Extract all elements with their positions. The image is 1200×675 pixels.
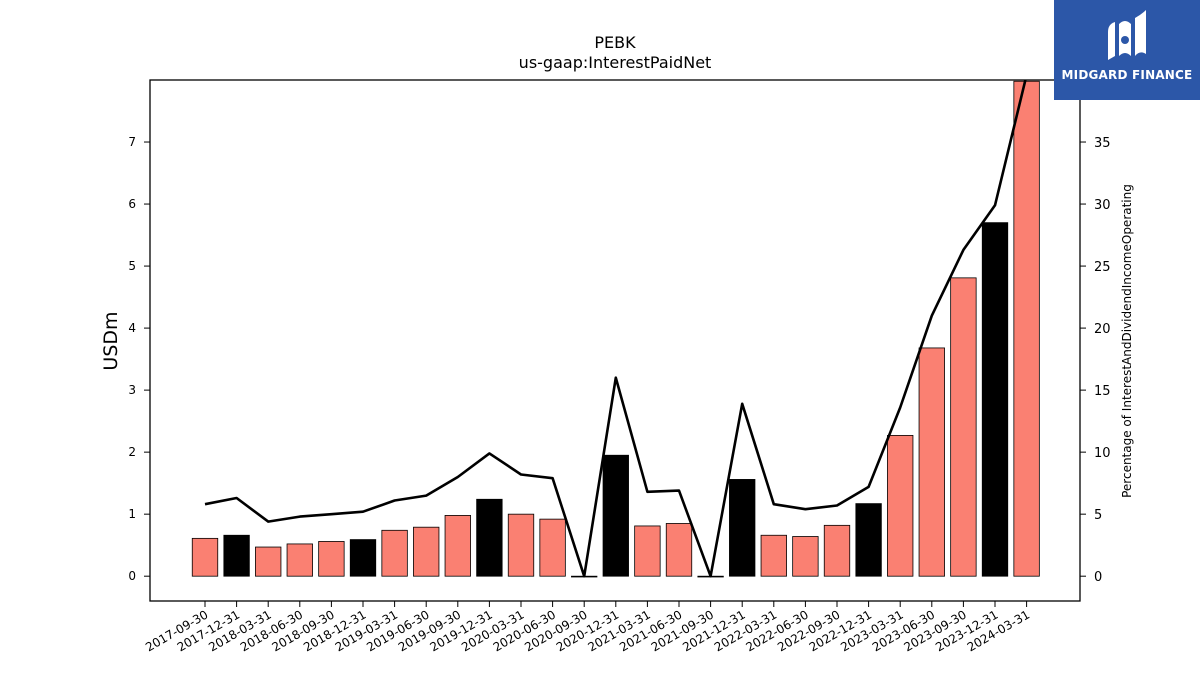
y2-tick-label: 15 bbox=[1094, 384, 1111, 399]
bar-2022-06-30 bbox=[792, 536, 819, 577]
plot-frame bbox=[149, 79, 1081, 602]
y2-tick-label: 25 bbox=[1094, 260, 1111, 275]
bar-2021-06-30 bbox=[665, 523, 693, 577]
chart-subtitle: us-gaap:InterestPaidNet bbox=[519, 53, 712, 72]
bar-2020-03-31 bbox=[507, 513, 535, 577]
y2-tick-label: 5 bbox=[1094, 508, 1102, 523]
brand-logo: MIDGARD FINANCE bbox=[1054, 0, 1200, 100]
bar-2023-09-30 bbox=[950, 277, 977, 577]
bar-2022-09-30 bbox=[823, 524, 851, 577]
bar-2019-09-30 bbox=[444, 515, 471, 577]
bar-2018-09-30 bbox=[318, 541, 345, 577]
y2-tick-label: 0 bbox=[1094, 570, 1102, 585]
y-tick-label: 6 bbox=[128, 197, 136, 211]
bar-2022-03-31 bbox=[760, 534, 787, 577]
midgard-logo-icon bbox=[1108, 10, 1146, 60]
y2-axis-label: Percentage of InterestAndDividendIncomeO… bbox=[1120, 184, 1134, 498]
bar-2020-12-31 bbox=[602, 454, 629, 577]
bar-2017-09-30 bbox=[191, 537, 219, 577]
bar-2018-06-30 bbox=[286, 543, 313, 577]
left-axis-ticks: 0 1 2 3 4 5 6 7 bbox=[128, 135, 150, 583]
chart-title: PEBK bbox=[594, 33, 636, 52]
y2-tick-label: 30 bbox=[1094, 198, 1111, 213]
bar-2023-03-31 bbox=[887, 434, 914, 577]
y-tick-label: 3 bbox=[128, 383, 136, 397]
y-tick-label: 1 bbox=[128, 507, 136, 521]
bar-2022-12-31 bbox=[855, 503, 882, 577]
y2-tick-label: 20 bbox=[1094, 322, 1111, 337]
bar-2023-06-30 bbox=[918, 347, 945, 577]
bar-series bbox=[191, 80, 1040, 578]
y-tick-label: 0 bbox=[128, 569, 136, 583]
y-axis-label: USDm bbox=[100, 311, 122, 370]
bar-2021-12-31 bbox=[729, 479, 756, 577]
bar-2024-03-31 bbox=[1013, 80, 1040, 577]
x-axis-ticks: 2017-09-302017-12-312018-03-312018-06-30… bbox=[143, 601, 1032, 654]
y-tick-label: 4 bbox=[128, 321, 136, 335]
bar-2019-12-31 bbox=[476, 498, 503, 577]
bar-2018-12-31 bbox=[349, 539, 377, 577]
bar-2021-03-31 bbox=[634, 525, 661, 577]
bar-2018-03-31 bbox=[255, 546, 282, 577]
bar-2019-03-31 bbox=[381, 529, 408, 577]
y2-tick-label: 35 bbox=[1094, 136, 1111, 151]
y-tick-label: 7 bbox=[128, 135, 136, 149]
bar-2019-06-30 bbox=[413, 526, 440, 577]
percentage-line bbox=[204, 80, 1027, 578]
bar-2017-12-31 bbox=[223, 534, 250, 577]
right-axis-ticks: 0 5 10 15 20 25 30 35 bbox=[1080, 136, 1111, 585]
bar-2023-12-31 bbox=[981, 222, 1009, 577]
brand-name: MIDGARD FINANCE bbox=[1061, 68, 1193, 82]
y2-tick-label: 10 bbox=[1094, 446, 1111, 461]
y-tick-label: 5 bbox=[128, 259, 136, 273]
y-tick-label: 2 bbox=[128, 445, 136, 459]
bar-2020-06-30 bbox=[539, 518, 566, 577]
line-series bbox=[204, 80, 1027, 578]
